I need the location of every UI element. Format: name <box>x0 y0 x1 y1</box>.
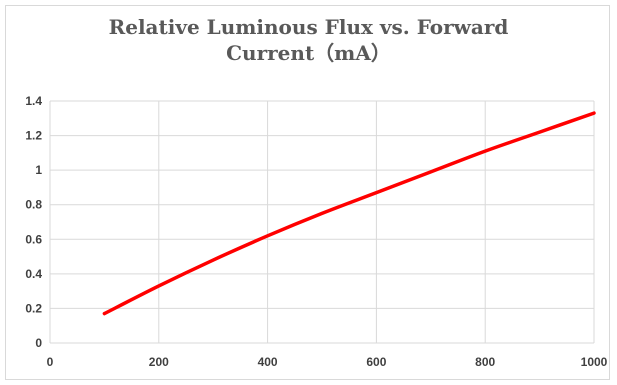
y-tick-label-2: 0.4 <box>25 267 42 281</box>
x-tick-label-3: 600 <box>366 355 386 369</box>
x-tick-label-5: 1000 <box>581 355 608 369</box>
y-axis-tick-labels: 0 0.2 0.4 0.6 0.8 1 1.2 1.4 <box>25 94 42 350</box>
chart-title: Relative Luminous Flux vs. Forward Curre… <box>0 14 617 66</box>
y-tick-label-3: 0.6 <box>25 232 42 246</box>
y-tick-label-0: 0 <box>35 336 42 350</box>
y-tick-label-7: 1.4 <box>25 94 42 108</box>
series-line-0 <box>102 111 596 316</box>
y-tick-label-5: 1 <box>35 163 42 177</box>
x-axis-tick-labels: 0 200 400 600 800 1000 <box>47 355 608 369</box>
x-tick-label-4: 800 <box>475 355 495 369</box>
y-tick-label-6: 1.2 <box>25 129 42 143</box>
x-tick-label-0: 0 <box>47 355 54 369</box>
vertical-gridlines <box>49 101 595 343</box>
y-tick-label-1: 0.2 <box>25 301 42 315</box>
chart-title-line-2: Current（mA） <box>226 41 391 65</box>
horizontal-gridlines <box>50 100 594 344</box>
series-layer <box>102 111 596 316</box>
x-tick-label-2: 400 <box>258 355 278 369</box>
chart-title-line-1: Relative Luminous Flux vs. Forward <box>108 15 509 39</box>
chart-frame <box>5 5 610 380</box>
y-tick-label-4: 0.8 <box>25 198 42 212</box>
x-tick-label-1: 200 <box>149 355 169 369</box>
